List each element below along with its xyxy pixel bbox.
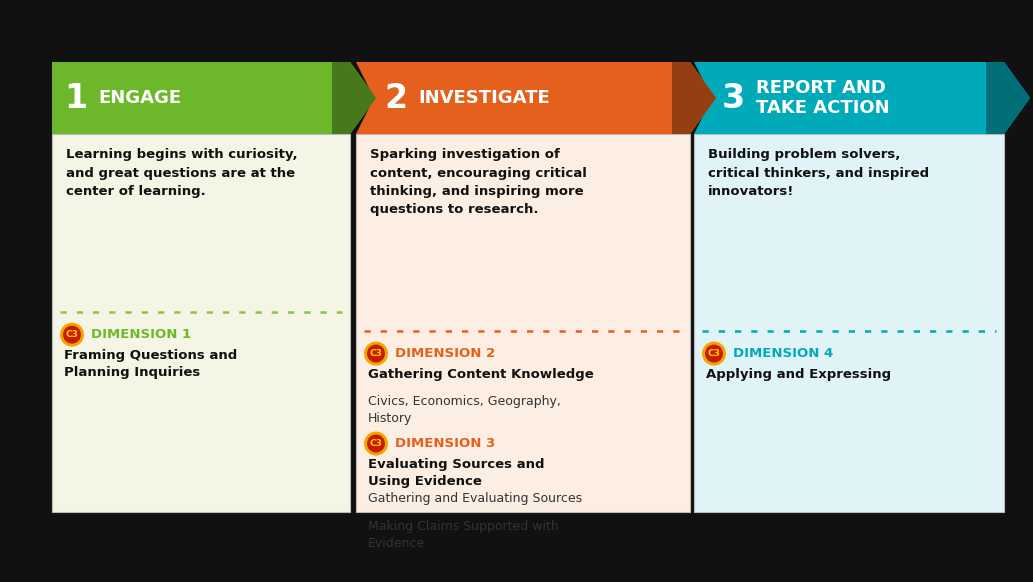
Circle shape: [705, 345, 723, 363]
Polygon shape: [356, 62, 716, 134]
Circle shape: [63, 326, 81, 343]
Text: DIMENSION 1: DIMENSION 1: [91, 328, 191, 341]
Polygon shape: [672, 62, 716, 134]
Text: C3: C3: [370, 349, 382, 358]
Circle shape: [367, 435, 385, 453]
Text: C3: C3: [65, 330, 79, 339]
Circle shape: [60, 322, 84, 347]
FancyBboxPatch shape: [52, 134, 350, 512]
Circle shape: [364, 342, 388, 365]
Text: 2: 2: [384, 81, 407, 115]
Text: DIMENSION 2: DIMENSION 2: [395, 347, 495, 360]
Circle shape: [367, 345, 385, 363]
Text: Gathering and Evaluating Sources: Gathering and Evaluating Sources: [368, 492, 583, 505]
Polygon shape: [672, 62, 716, 134]
Polygon shape: [332, 62, 376, 134]
Text: Learning begins with curiosity,
and great questions are at the
center of learnin: Learning begins with curiosity, and grea…: [66, 148, 298, 198]
FancyBboxPatch shape: [694, 134, 1004, 512]
Text: INVESTIGATE: INVESTIGATE: [418, 89, 550, 107]
Text: Sparking investigation of
content, encouraging critical
thinking, and inspiring : Sparking investigation of content, encou…: [370, 148, 587, 217]
Polygon shape: [52, 62, 376, 134]
Polygon shape: [987, 62, 1030, 134]
Text: 1: 1: [64, 81, 87, 115]
Circle shape: [702, 342, 726, 365]
Text: 3: 3: [722, 81, 745, 115]
Text: Framing Questions and
Planning Inquiries: Framing Questions and Planning Inquiries: [64, 349, 238, 379]
Text: C3: C3: [370, 439, 382, 448]
Text: Civics, Economics, Geography,
History: Civics, Economics, Geography, History: [368, 395, 561, 424]
Text: Evaluating Sources and
Using Evidence: Evaluating Sources and Using Evidence: [368, 457, 544, 488]
Text: Building problem solvers,
critical thinkers, and inspired
innovators!: Building problem solvers, critical think…: [708, 148, 929, 198]
Text: DIMENSION 3: DIMENSION 3: [395, 437, 495, 450]
Polygon shape: [987, 62, 1030, 134]
Text: DIMENSION 4: DIMENSION 4: [733, 347, 834, 360]
Text: Applying and Expressing: Applying and Expressing: [706, 368, 891, 381]
Text: Gathering Content Knowledge: Gathering Content Knowledge: [368, 368, 594, 381]
Text: REPORT AND
TAKE ACTION: REPORT AND TAKE ACTION: [756, 79, 889, 117]
FancyBboxPatch shape: [356, 134, 690, 512]
Polygon shape: [694, 62, 1030, 134]
Circle shape: [364, 432, 388, 456]
Text: C3: C3: [708, 349, 720, 358]
Text: Making Claims Supported with
Evidence: Making Claims Supported with Evidence: [368, 520, 559, 549]
Text: ENGAGE: ENGAGE: [98, 89, 181, 107]
Polygon shape: [332, 62, 376, 134]
